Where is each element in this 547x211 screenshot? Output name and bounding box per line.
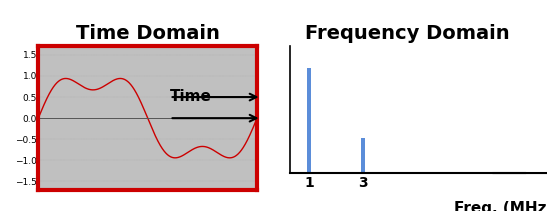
Bar <box>307 68 311 173</box>
Text: Time: Time <box>170 89 212 104</box>
Bar <box>361 138 365 173</box>
Title: Frequency Domain: Frequency Domain <box>305 24 510 43</box>
Title: Time Domain: Time Domain <box>75 24 220 43</box>
Text: Freq. (MHz): Freq. (MHz) <box>454 201 547 211</box>
